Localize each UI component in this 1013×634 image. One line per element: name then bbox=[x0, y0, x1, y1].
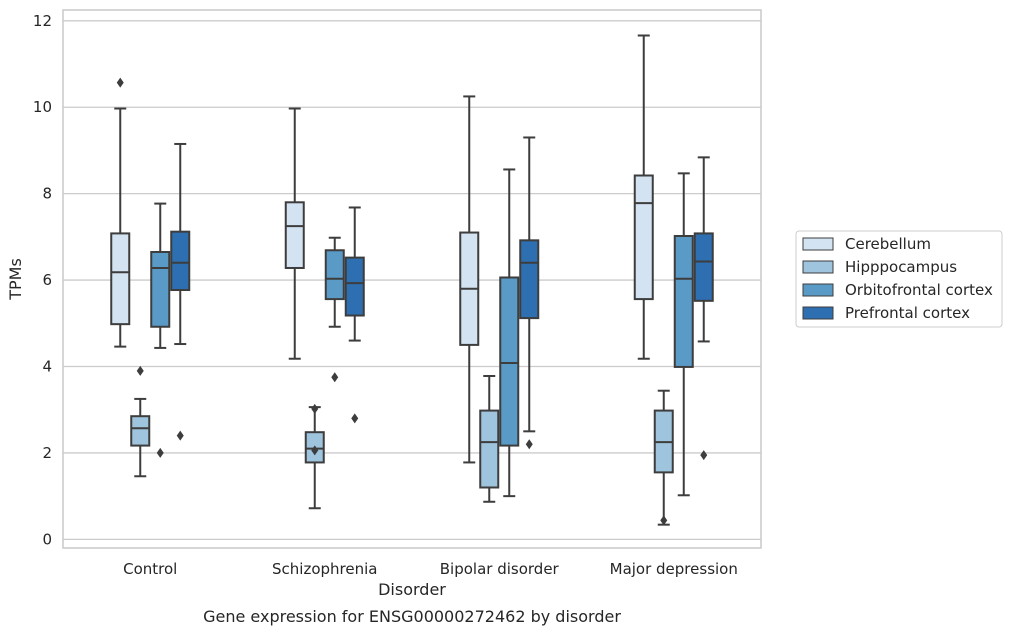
outlier-point bbox=[660, 515, 668, 526]
x-tick-label: Schizophrenia bbox=[272, 560, 377, 578]
y-tick-labels: 0 2 4 6 8 10 12 bbox=[33, 12, 52, 549]
box-0-2 bbox=[459, 95, 480, 464]
y-axis-title: TPMs bbox=[6, 258, 25, 301]
legend-swatch bbox=[802, 237, 834, 251]
box-3-0 bbox=[170, 142, 191, 441]
box-2-1 bbox=[324, 236, 345, 383]
legend-label: Cerebellum bbox=[845, 235, 931, 253]
outlier-point bbox=[311, 445, 319, 456]
box-3-1 bbox=[344, 206, 365, 424]
box-0-3 bbox=[633, 34, 654, 360]
legend-frame bbox=[795, 230, 1003, 328]
chart-caption: Gene expression for ENSG00000272462 by d… bbox=[203, 607, 621, 626]
box-body bbox=[673, 235, 694, 368]
y-tick-label: 10 bbox=[33, 98, 52, 116]
box-groups bbox=[110, 34, 714, 526]
legend: Cerebellum Hipppocampus Orbitofrontal cort… bbox=[795, 230, 1003, 328]
outlier-point bbox=[136, 365, 144, 376]
box-1-0 bbox=[130, 365, 151, 478]
box-1-2 bbox=[479, 375, 500, 503]
x-tick-label: Major depression bbox=[610, 560, 738, 578]
box-body bbox=[693, 232, 714, 302]
box-1-1 bbox=[304, 403, 325, 510]
box-body bbox=[170, 230, 191, 292]
legend-swatch bbox=[802, 306, 834, 320]
box-body bbox=[633, 174, 654, 301]
box-body bbox=[130, 415, 151, 447]
box-body bbox=[324, 249, 345, 301]
x-tick-label: Bipolar disorder bbox=[440, 560, 560, 578]
y-tick-label: 2 bbox=[42, 444, 52, 462]
x-tick-labels: Control Schizophrenia Bipolar disorder Majo… bbox=[123, 560, 738, 578]
legend-label: Prefrontal cortex bbox=[845, 304, 970, 322]
y-tick-label: 12 bbox=[33, 12, 52, 30]
outlier-point bbox=[331, 372, 339, 383]
plot-area-frame bbox=[62, 9, 762, 549]
box-0-1 bbox=[284, 107, 305, 360]
outlier-point bbox=[176, 430, 184, 441]
y-tick-label: 4 bbox=[42, 358, 52, 376]
y-tick-label: 6 bbox=[42, 271, 52, 289]
box-body bbox=[284, 201, 305, 269]
y-tick-label: 0 bbox=[42, 530, 52, 548]
outlier-point bbox=[116, 77, 124, 88]
legend-swatch bbox=[802, 260, 834, 274]
outlier-point bbox=[156, 447, 164, 458]
x-axis-title: Disorder bbox=[378, 580, 446, 599]
box-body bbox=[479, 409, 500, 489]
box-0-0 bbox=[110, 77, 131, 348]
box-body bbox=[344, 256, 365, 317]
x-tick-label: Control bbox=[123, 560, 177, 578]
outlier-point bbox=[311, 403, 319, 414]
outlier-point bbox=[525, 439, 533, 450]
legend-swatch bbox=[802, 283, 834, 297]
box-2-3 bbox=[673, 172, 694, 497]
box-body bbox=[110, 232, 131, 326]
legend-label: Hipppocampus bbox=[845, 258, 957, 276]
outlier-point bbox=[700, 450, 708, 461]
box-2-0 bbox=[150, 202, 171, 458]
box-1-3 bbox=[653, 389, 674, 526]
box-body bbox=[519, 239, 540, 320]
box-3-2 bbox=[519, 136, 540, 450]
y-tick-label: 8 bbox=[42, 185, 52, 203]
box-2-2 bbox=[499, 168, 520, 498]
box-body bbox=[150, 250, 171, 328]
legend-label: Orbitofrontal cortex bbox=[845, 281, 993, 299]
box-body bbox=[499, 276, 520, 447]
outlier-point bbox=[351, 413, 359, 424]
box-3-3 bbox=[693, 156, 714, 461]
